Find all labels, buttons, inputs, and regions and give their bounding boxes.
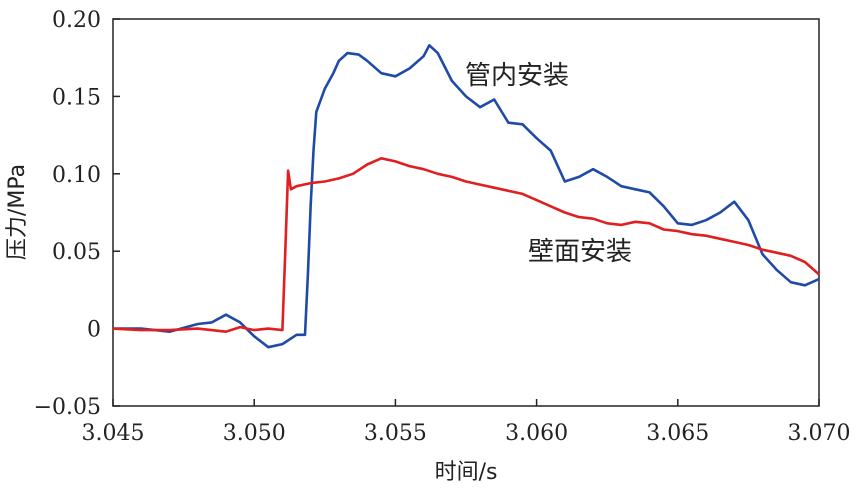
plot-frame — [112, 18, 820, 407]
series-line-wall-install — [112, 157, 820, 333]
y-tick-label: 0.10 — [52, 163, 101, 188]
axis-ticks: 3.045 3.050 3.055 3.060 3.065 3.070 0.20 0.15 0.… — [34, 8, 851, 446]
annotation-pipe-install: 管内安装 — [465, 61, 569, 91]
y-tick-label: 0.15 — [52, 85, 101, 110]
x-tick-label: 3.070 — [788, 421, 851, 446]
x-tick-label: 3.060 — [505, 421, 568, 446]
y-tick-label: 0 — [87, 318, 101, 343]
x-tick-label: 3.055 — [364, 421, 427, 446]
series-line-pipe-install — [113, 44, 820, 349]
y-tick-label: −0.05 — [34, 395, 101, 420]
y-tick-label: 0.20 — [52, 8, 101, 33]
x-tick-label: 3.050 — [223, 421, 286, 446]
x-tick-label: 3.065 — [646, 421, 709, 446]
x-tick-label: 3.045 — [82, 421, 145, 446]
series-lines — [112, 44, 820, 349]
y-axis-label: 压力/MPa — [5, 164, 30, 260]
x-axis-label: 时间/s — [435, 460, 498, 485]
y-tick-label: 0.05 — [52, 240, 101, 265]
annotation-wall-install: 壁面安装 — [528, 237, 632, 267]
